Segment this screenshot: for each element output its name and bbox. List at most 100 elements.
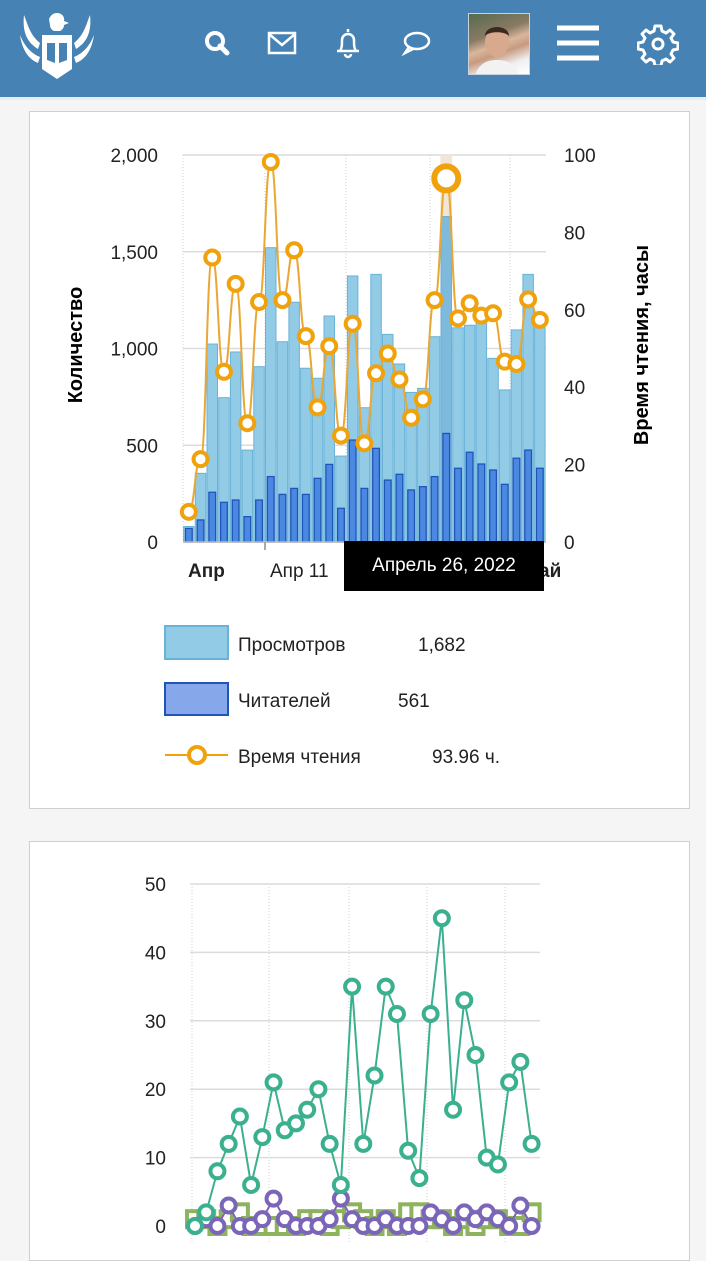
point-reading-time[interactable] [320, 337, 339, 356]
bell-icon[interactable] [331, 26, 365, 60]
point-reading-time[interactable] [402, 408, 421, 427]
data-point-circle[interactable] [466, 1046, 485, 1064]
point-reading-time[interactable] [296, 327, 315, 346]
data-point-circle[interactable] [376, 977, 395, 996]
data-point-circle[interactable] [387, 1004, 406, 1023]
y-tick-label: 40 [145, 943, 166, 964]
legend-swatch [164, 625, 229, 660]
data-point-circle[interactable] [522, 1134, 541, 1153]
data-point-circle[interactable] [354, 1134, 373, 1153]
data-point-circle[interactable] [343, 977, 362, 996]
x-tick-label: Апр 11 [270, 561, 329, 582]
point-reading-time[interactable] [203, 248, 222, 267]
data-point-circle[interactable] [421, 1004, 440, 1023]
point-reading-time[interactable] [261, 152, 280, 171]
point-reading-time[interactable] [308, 398, 327, 417]
point-reading-time[interactable] [530, 310, 549, 329]
point-reading-time[interactable] [214, 362, 233, 381]
y-axis-title: Количество [65, 287, 87, 404]
point-reading-time[interactable] [226, 274, 245, 293]
data-point-circle[interactable] [219, 1196, 238, 1215]
data-point-circle[interactable] [410, 1169, 429, 1188]
point-reading-time[interactable] [431, 163, 462, 194]
point-reading-time[interactable] [484, 304, 503, 323]
data-point-circle[interactable] [208, 1162, 227, 1181]
data-point-circle[interactable] [230, 1107, 249, 1126]
data-point-circle[interactable] [219, 1134, 238, 1153]
y-tick-label: 20 [145, 1080, 166, 1101]
data-point-circle[interactable] [253, 1210, 272, 1229]
legend-value: 561 [398, 691, 430, 712]
chat-icon[interactable] [399, 26, 433, 60]
data-point-circle[interactable] [399, 1141, 418, 1160]
point-reading-time[interactable] [519, 290, 538, 309]
y-tick-label: 50 [145, 875, 166, 896]
y2-tick-label: 60 [564, 301, 585, 322]
point-reading-time[interactable] [390, 370, 409, 389]
data-point-circle[interactable] [208, 1217, 227, 1235]
y-tick-label: 500 [126, 436, 158, 457]
gear-icon[interactable] [637, 23, 679, 65]
logo-eagle-icon[interactable] [18, 9, 96, 83]
data-point-circle[interactable] [455, 991, 474, 1010]
point-reading-time[interactable] [343, 314, 362, 333]
data-point-circle[interactable] [264, 1073, 283, 1092]
x-tick-label: Апр [188, 561, 225, 582]
point-reading-time[interactable] [367, 364, 386, 383]
legend-value: 93.96 ч. [432, 747, 500, 768]
point-reading-time[interactable] [425, 291, 444, 310]
point-reading-time[interactable] [378, 344, 397, 363]
y2-tick-label: 80 [564, 223, 585, 244]
point-reading-time[interactable] [285, 241, 304, 260]
y-tick-label: 30 [145, 1012, 166, 1033]
data-point-circle[interactable] [253, 1128, 272, 1147]
data-point-circle[interactable] [298, 1100, 317, 1119]
mail-icon[interactable] [265, 26, 299, 60]
search-icon[interactable] [200, 26, 234, 60]
point-reading-time[interactable] [507, 354, 526, 373]
data-point-circle[interactable] [309, 1080, 328, 1099]
point-reading-time[interactable] [355, 434, 374, 453]
data-point-circle[interactable] [320, 1134, 339, 1153]
point-reading-time[interactable] [273, 291, 292, 310]
data-point-circle[interactable] [488, 1155, 507, 1174]
data-point-circle[interactable] [444, 1217, 463, 1235]
data-point-circle[interactable] [331, 1175, 350, 1194]
data-point-circle[interactable] [444, 1100, 463, 1119]
data-point-circle[interactable] [186, 1217, 204, 1235]
point-reading-time[interactable] [460, 294, 479, 313]
point-reading-time[interactable] [250, 293, 269, 312]
legend-label: Время чтения [238, 747, 361, 768]
data-point-circle[interactable] [500, 1217, 519, 1235]
menu-icon[interactable] [555, 22, 601, 64]
point-reading-time[interactable] [448, 309, 467, 328]
legend-item-reading-time[interactable]: Время чтения 93.96 ч. [165, 745, 500, 768]
legend-item-readers[interactable]: Читателей 561 [164, 682, 430, 716]
data-point-circle[interactable] [242, 1175, 261, 1194]
y2-tick-label: 0 [564, 533, 575, 554]
data-point-circle[interactable] [365, 1066, 384, 1085]
data-point-circle[interactable] [432, 909, 451, 928]
data-point-circle[interactable] [511, 1052, 530, 1071]
data-point-circle[interactable] [511, 1196, 530, 1215]
legend-label: Просмотров [238, 635, 345, 656]
data-point-circle[interactable] [197, 1203, 216, 1222]
y2-axis-title: Время чтения, часы [631, 245, 653, 445]
point-reading-time[interactable] [413, 390, 432, 409]
data-point-circle[interactable] [264, 1189, 283, 1208]
data-point-circle[interactable] [522, 1217, 541, 1235]
tooltip-title: Апрель 26, 2022 [372, 555, 516, 576]
data-point-circle[interactable] [500, 1073, 519, 1092]
point-reading-time[interactable] [179, 502, 198, 521]
data-point-circle[interactable] [286, 1114, 305, 1133]
data-point-circle[interactable] [410, 1217, 429, 1235]
y2-tick-label: 20 [564, 456, 585, 477]
y-tick-label: 2,000 [110, 146, 158, 167]
avatar[interactable] [468, 13, 530, 75]
point-reading-time[interactable] [331, 426, 350, 445]
point-reading-time[interactable] [238, 414, 257, 433]
legend-marker [187, 745, 207, 765]
data-point-circle[interactable] [320, 1210, 339, 1229]
point-reading-time[interactable] [191, 450, 210, 469]
legend-item-views[interactable]: Просмотров 1,682 [164, 625, 466, 660]
